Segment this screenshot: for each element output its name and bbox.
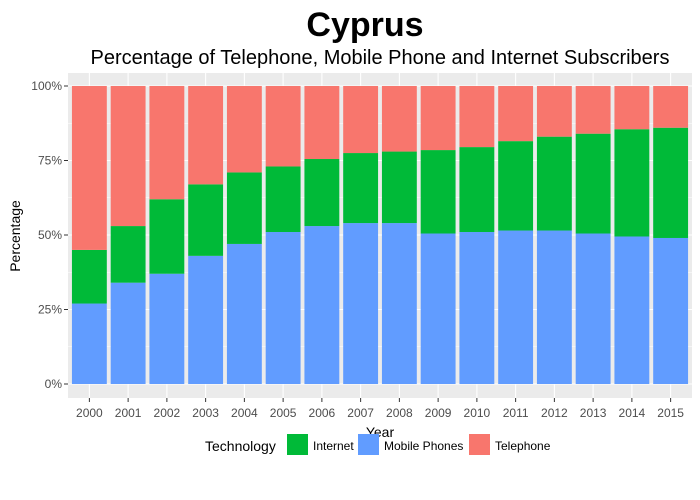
bar-internet-2006 [304, 159, 340, 227]
legend-label-telephone: Telephone [495, 439, 551, 453]
bar-telephone-2001 [110, 86, 146, 227]
bar-telephone-2000 [71, 86, 107, 250]
bar-mobile-phones-2014 [614, 236, 650, 384]
bar-telephone-2015 [653, 86, 689, 128]
bar-telephone-2002 [149, 86, 185, 200]
bar-mobile-phones-2015 [653, 237, 689, 384]
bar-internet-2000 [71, 249, 107, 304]
bar-mobile-phones-2005 [265, 232, 301, 384]
bar-internet-2001 [110, 226, 146, 283]
x-tick-label: 2006 [309, 406, 336, 420]
bar-mobile-phones-2010 [459, 232, 495, 384]
y-axis-label: Percentage [7, 200, 23, 272]
bar-internet-2008 [381, 151, 417, 224]
x-tick-label: 2004 [231, 406, 258, 420]
bar-telephone-2009 [420, 86, 456, 151]
x-tick-label: 2012 [541, 406, 568, 420]
bar-telephone-2004 [226, 86, 262, 173]
bar-mobile-phones-2003 [188, 255, 224, 384]
bar-internet-2005 [265, 166, 301, 233]
x-tick-label: 2009 [425, 406, 452, 420]
legend-label-internet: Internet [313, 439, 354, 453]
y-tick-label: 75% [38, 154, 62, 168]
bar-telephone-2007 [343, 86, 379, 154]
bar-internet-2003 [188, 184, 224, 256]
bar-internet-2009 [420, 150, 456, 234]
bar-internet-2012 [536, 136, 572, 231]
bar-mobile-phones-2008 [381, 223, 417, 384]
x-tick-label: 2008 [386, 406, 413, 420]
bar-telephone-2010 [459, 86, 495, 148]
bar-telephone-2013 [575, 86, 611, 134]
bar-internet-2010 [459, 147, 495, 233]
bar-internet-2002 [149, 199, 185, 274]
y-tick-label: 25% [38, 303, 62, 317]
bar-mobile-phones-2002 [149, 273, 185, 384]
bar-mobile-phones-2006 [304, 226, 340, 384]
bar-internet-2007 [343, 153, 379, 224]
bar-telephone-2006 [304, 86, 340, 160]
x-tick-label: 2002 [154, 406, 181, 420]
bar-mobile-phones-2012 [536, 230, 572, 384]
bar-telephone-2003 [188, 86, 224, 185]
y-axis-ticks: 0% 25% 50% 75% 100% [31, 79, 68, 391]
x-tick-label: 2014 [619, 406, 646, 420]
bar-internet-2013 [575, 133, 611, 234]
chart-title: Cyprus [306, 6, 423, 44]
bar-telephone-2005 [265, 86, 301, 167]
x-tick-label: 2010 [464, 406, 491, 420]
x-tick-label: 2000 [76, 406, 103, 420]
bar-mobile-phones-2004 [226, 243, 262, 384]
bar-mobile-phones-2013 [575, 233, 611, 384]
x-tick-label: 2005 [270, 406, 297, 420]
y-tick-label: 0% [45, 377, 63, 391]
x-tick-label: 2013 [580, 406, 607, 420]
x-axis-ticks: 2000 2001 2002 2003 2004 2005 2006 2007 2008 2009… [76, 398, 684, 420]
bar-internet-2014 [614, 129, 650, 237]
bar-mobile-phones-2000 [71, 303, 107, 384]
legend-swatch-mobile-phones [358, 434, 379, 455]
bar-internet-2004 [226, 172, 262, 244]
legend-title: Technology [205, 438, 276, 454]
bar-mobile-phones-2009 [420, 233, 456, 384]
chart-subtitle: Percentage of Telephone, Mobile Phone an… [91, 47, 670, 69]
bar-internet-2015 [653, 127, 689, 238]
y-tick-label: 50% [38, 228, 62, 242]
legend-swatch-telephone [469, 434, 490, 455]
legend-items: Internet Mobile Phones Telephone [287, 434, 551, 455]
bar-telephone-2012 [536, 86, 572, 137]
bar-mobile-phones-2011 [498, 230, 534, 384]
bars [71, 86, 689, 384]
bar-mobile-phones-2007 [343, 223, 379, 384]
bar-mobile-phones-2001 [110, 282, 146, 384]
x-tick-label: 2003 [192, 406, 219, 420]
x-tick-label: 2007 [347, 406, 374, 420]
y-tick-label: 100% [31, 79, 62, 93]
bar-telephone-2008 [381, 86, 417, 152]
x-tick-label: 2015 [657, 406, 684, 420]
x-tick-label: 2001 [115, 406, 142, 420]
bar-internet-2011 [498, 141, 534, 231]
bar-telephone-2011 [498, 86, 534, 142]
x-tick-label: 2011 [503, 406, 529, 420]
legend: Technology Internet Mobile Phones Telephon… [205, 434, 551, 455]
bar-telephone-2014 [614, 86, 650, 130]
legend-label-mobile-phones: Mobile Phones [384, 439, 463, 453]
legend-swatch-internet [287, 434, 308, 455]
